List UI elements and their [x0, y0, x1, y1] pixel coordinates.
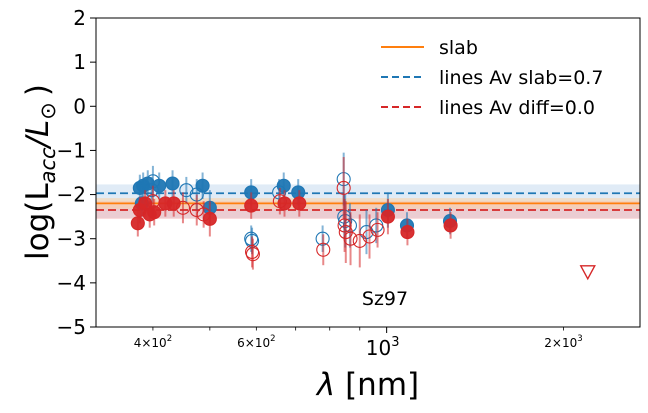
upper-limit-marker [579, 265, 596, 281]
legend-label-3: lines Av diff=0.0 [439, 97, 595, 119]
x-minor-tick-label: 6×102 [237, 334, 275, 350]
data-point-open [336, 180, 351, 195]
data-point-filled [277, 196, 292, 211]
legend-label-1: slab [439, 37, 478, 59]
y-tick-label: 0 [73, 94, 86, 118]
y-tick-label: −4 [57, 271, 86, 295]
data-point-open [179, 183, 194, 198]
y-axis-label-main: log(L [20, 183, 56, 260]
data-point-open [316, 242, 331, 257]
x-major-tick-label: 103 [366, 335, 400, 360]
data-points [130, 152, 596, 281]
y-tick-label: 2 [73, 6, 86, 30]
data-point-filled [152, 178, 167, 193]
plot-frame [95, 17, 641, 328]
data-point-filled [292, 196, 307, 211]
data-point-filled [165, 176, 180, 191]
y-axis-label-sub: acc [36, 147, 60, 183]
legend: slab lines Av slab=0.7 lines Av diff=0.0 [381, 37, 603, 119]
annotation-star-name: Sz97 [362, 288, 408, 310]
x-axis-label-unit: [nm] [335, 367, 419, 403]
data-point-filled [202, 211, 217, 226]
x-axis-label: λ [nm] [315, 367, 419, 403]
data-point-filled [380, 209, 395, 224]
y-tick-label: −3 [57, 227, 86, 251]
data-point-filled [195, 178, 210, 193]
data-point-open [343, 231, 358, 246]
data-point-open [352, 233, 367, 248]
legend-label-2: lines Av slab=0.7 [439, 67, 603, 89]
x-axis: 103 4×102 6×102 2×103 [134, 327, 583, 360]
data-point-open [370, 222, 385, 237]
x-minor-tick-label: 2×103 [544, 334, 582, 350]
data-point-filled [130, 216, 145, 231]
x-axis-label-symbol: λ [315, 367, 335, 403]
data-point-filled [400, 225, 415, 240]
y-tick-label: −1 [57, 138, 86, 162]
data-point-open [175, 200, 191, 215]
y-tick-label: −2 [57, 183, 86, 207]
y-tick-label: −5 [57, 315, 86, 339]
y-axis: 2 1 0 −1 −2 −3 −4 −5 [57, 6, 96, 339]
data-point-filled [147, 205, 162, 220]
y-axis-label-sun: ⊙ [36, 102, 60, 120]
data-point-filled [443, 218, 458, 233]
data-point-filled [244, 198, 259, 213]
data-point-open [245, 247, 260, 262]
y-axis-label-tail: /L [20, 120, 56, 151]
y-axis-label-close: ) [20, 84, 56, 96]
y-tick-label: 1 [73, 50, 86, 74]
x-minor-tick-label: 4×102 [134, 334, 172, 350]
y-axis-label: log(Lacc/L⊙) [20, 84, 60, 260]
